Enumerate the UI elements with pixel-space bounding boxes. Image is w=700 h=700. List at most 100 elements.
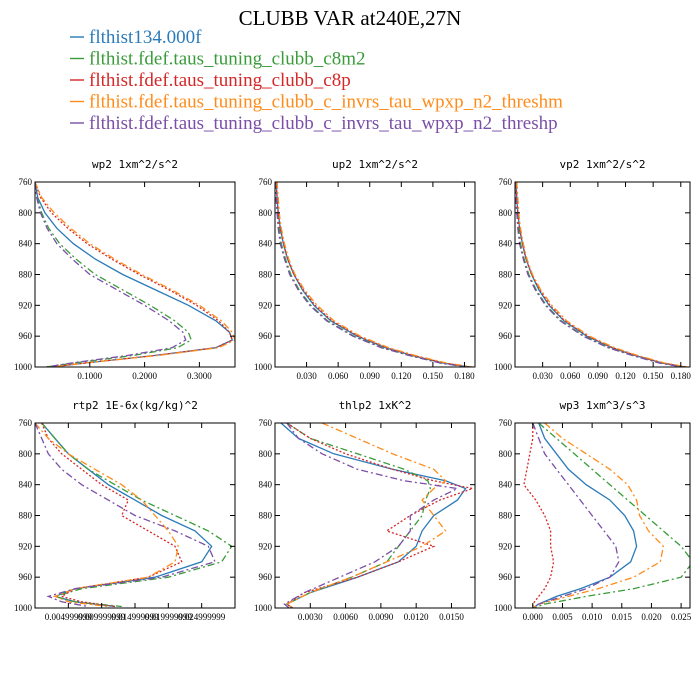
series-line: [41, 423, 183, 608]
legend-entry: flthist.fdef.taus_tuning_clubb_c8p: [70, 70, 351, 91]
x-tick-label: 0.0120: [404, 612, 429, 622]
x-tick-label: 0.090: [360, 371, 381, 381]
series-line: [285, 423, 431, 608]
y-tick-label: 800: [499, 208, 513, 218]
panel-title: wp2 1xm^2/s^2: [92, 158, 178, 171]
chart-panel: wp2 1xm^2/s^2 760 800 840 880 920 960 1000 0.100…: [14, 158, 236, 381]
y-tick-label: 1000: [494, 603, 513, 613]
x-tick-label: 0.000: [523, 612, 544, 622]
x-tick-label: 0.0090: [369, 612, 394, 622]
y-tick-label: 1000: [254, 603, 273, 613]
legend-entry: flthist.fdef.taus_tuning_clubb_c_invrs_t…: [70, 92, 563, 113]
x-tick-label: 0.150: [423, 371, 444, 381]
y-tick-label: 920: [19, 541, 33, 551]
legend-entry: flthist.fdef.taus_tuning_clubb_c_invrs_t…: [70, 113, 558, 134]
legend-label: flthist.fdef.taus_tuning_clubb_c8m2: [89, 49, 366, 70]
y-tick-label: 960: [499, 572, 513, 582]
y-tick-label: 840: [259, 239, 273, 249]
x-tick-label: 0.004999999: [45, 612, 93, 622]
chart-panel: wp3 1xm^3/s^3 760 800 840 880 920 960 1000 0.000…: [494, 399, 692, 622]
y-tick-label: 840: [499, 480, 513, 490]
y-tick-label: 800: [19, 208, 33, 218]
series-line: [275, 182, 467, 367]
x-tick-label: 0.150: [643, 371, 664, 381]
x-tick-label: 0.060: [328, 371, 349, 381]
series-line: [515, 182, 683, 367]
chart-panel: up2 1xm^2/s^2 760 800 840 880 920 960 1000 0.030…: [254, 158, 476, 381]
x-tick-label: 0.020: [641, 612, 662, 622]
x-tick-label: 0.120: [391, 371, 412, 381]
series-line: [35, 182, 234, 367]
series-line: [35, 182, 192, 367]
y-tick-label: 1000: [254, 362, 273, 372]
series-line: [532, 423, 638, 608]
y-tick-label: 840: [499, 239, 513, 249]
series-line: [283, 423, 460, 608]
y-tick-label: 920: [499, 541, 513, 551]
panel-title: wp3 1xm^3/s^3: [559, 399, 645, 412]
x-tick-label: 0.1000: [77, 371, 102, 381]
y-tick-label: 960: [259, 331, 273, 341]
x-tick-label: 0.180: [454, 371, 475, 381]
y-tick-label: 800: [499, 449, 513, 459]
x-tick-label: 0.0060: [333, 612, 358, 622]
x-tick-label: 0.090: [588, 371, 609, 381]
x-tick-label: 0.019999999: [145, 612, 193, 622]
x-tick-label: 0.2000: [132, 371, 157, 381]
series-line: [276, 182, 473, 367]
y-tick-label: 760: [259, 177, 273, 187]
y-tick-label: 960: [19, 572, 33, 582]
y-tick-label: 960: [499, 331, 513, 341]
series-line: [35, 182, 235, 367]
x-tick-label: 0.120: [615, 371, 636, 381]
series-line: [35, 182, 234, 367]
y-tick-label: 920: [499, 300, 513, 310]
legend-label: flthist.fdef.taus_tuning_clubb_c_invrs_t…: [89, 113, 558, 134]
series-line: [515, 182, 687, 367]
x-tick-label: 0.015: [612, 612, 633, 622]
x-tick-label: 0.0030: [298, 612, 323, 622]
y-tick-label: 880: [259, 511, 273, 521]
series-line: [532, 423, 665, 608]
y-tick-label: 920: [19, 300, 33, 310]
y-tick-label: 800: [259, 208, 273, 218]
x-tick-label: 0.3000: [187, 371, 212, 381]
y-tick-label: 880: [19, 511, 33, 521]
series-line: [275, 182, 468, 367]
series-line: [285, 423, 475, 608]
series-line: [515, 182, 684, 367]
y-tick-label: 880: [499, 270, 513, 280]
series-line: [515, 182, 686, 367]
plot-frame: [514, 181, 691, 368]
y-tick-label: 960: [259, 572, 273, 582]
y-tick-label: 1000: [494, 362, 513, 372]
chart-panel: rtp2 1E-6x(kg/kg)^2 760 800 840 880 920 960 100…: [14, 399, 236, 622]
panel-title: vp2 1xm^2/s^2: [559, 158, 645, 171]
series-line: [35, 423, 179, 608]
series-line: [275, 182, 470, 367]
series-line: [280, 423, 467, 608]
x-tick-label: 0.060: [560, 371, 581, 381]
y-tick-label: 840: [19, 239, 33, 249]
chart-panels: wp2 1xm^2/s^2 760 800 840 880 920 960 1000 0.100…: [14, 158, 692, 622]
x-tick-label: 0.030: [533, 371, 554, 381]
panel-title: thlp2 1xK^2: [339, 399, 412, 412]
x-tick-label: 0.009999999: [78, 612, 126, 622]
panel-title: rtp2 1E-6x(kg/kg)^2: [72, 399, 198, 412]
plot-frame: [34, 181, 236, 368]
y-tick-label: 960: [19, 331, 33, 341]
series-line: [35, 182, 187, 367]
plot-frame: [274, 422, 476, 609]
series-line: [275, 182, 471, 367]
legend-label: flthist.fdef.taus_tuning_clubb_c_invrs_t…: [89, 92, 563, 113]
series-line: [41, 423, 233, 608]
y-tick-label: 840: [19, 480, 33, 490]
y-tick-label: 1000: [14, 362, 33, 372]
legend-label: flthist134.000f: [89, 27, 202, 48]
y-tick-label: 800: [259, 449, 273, 459]
x-tick-label: 0.030: [296, 371, 317, 381]
y-tick-label: 760: [499, 177, 513, 187]
y-tick-label: 920: [259, 300, 273, 310]
legend: flthist134.000fflthist.fdef.taus_tuning_…: [70, 27, 563, 134]
